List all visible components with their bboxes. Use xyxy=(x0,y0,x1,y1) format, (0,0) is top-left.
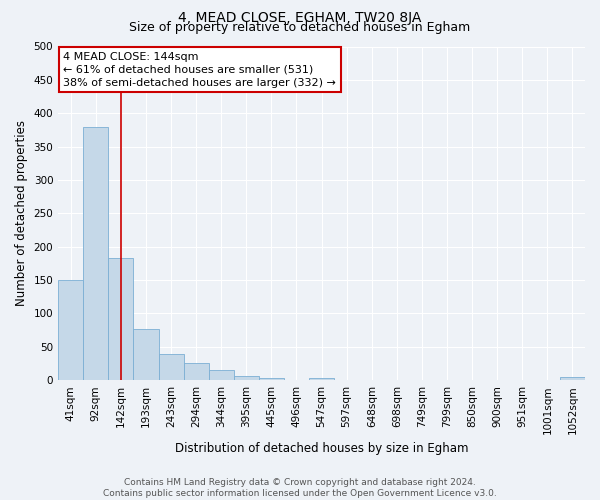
Bar xyxy=(58,280,83,380)
Y-axis label: Number of detached properties: Number of detached properties xyxy=(15,120,28,306)
Text: Contains HM Land Registry data © Crown copyright and database right 2024.
Contai: Contains HM Land Registry data © Crown c… xyxy=(103,478,497,498)
X-axis label: Distribution of detached houses by size in Egham: Distribution of detached houses by size … xyxy=(175,442,469,455)
Text: Size of property relative to detached houses in Egham: Size of property relative to detached ho… xyxy=(130,21,470,34)
Bar xyxy=(560,377,585,380)
Bar xyxy=(209,370,234,380)
Text: 4, MEAD CLOSE, EGHAM, TW20 8JA: 4, MEAD CLOSE, EGHAM, TW20 8JA xyxy=(178,11,422,25)
Text: 4 MEAD CLOSE: 144sqm
← 61% of detached houses are smaller (531)
38% of semi-deta: 4 MEAD CLOSE: 144sqm ← 61% of detached h… xyxy=(64,52,337,88)
Bar xyxy=(158,354,184,380)
Bar xyxy=(309,378,334,380)
Bar xyxy=(133,329,158,380)
Bar xyxy=(259,378,284,380)
Bar xyxy=(83,126,109,380)
Bar xyxy=(109,258,133,380)
Bar xyxy=(184,364,209,380)
Bar xyxy=(234,376,259,380)
